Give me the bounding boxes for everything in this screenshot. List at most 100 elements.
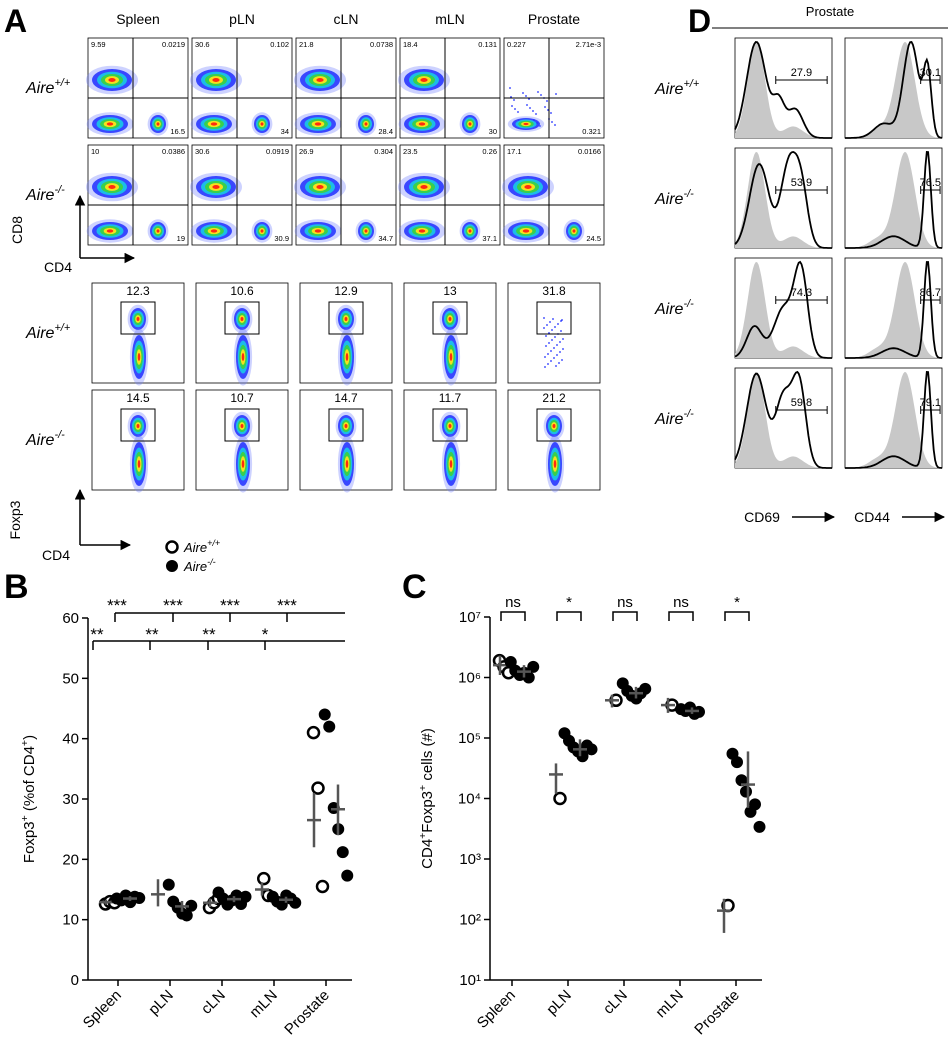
significance-label: **	[90, 625, 104, 644]
genotype-name: Aire	[654, 81, 684, 98]
flow-plot	[503, 37, 605, 139]
data-point	[753, 820, 766, 833]
density-blob	[449, 353, 453, 361]
significance-bracket	[612, 611, 638, 621]
event-dot	[526, 104, 528, 106]
column-title: Prostate	[528, 11, 580, 27]
y-tick-label: 10	[62, 912, 79, 929]
event-dot	[511, 105, 513, 107]
event-dot	[525, 95, 527, 97]
axis-label: CD8	[9, 216, 25, 244]
data-point	[306, 725, 321, 740]
plot-frame	[91, 282, 185, 384]
flow-plot	[502, 144, 605, 246]
axis-label: CD4	[44, 259, 72, 275]
density-blob	[210, 122, 218, 126]
genotype-label: Aire-/-	[654, 408, 694, 428]
data-point	[311, 781, 325, 795]
density-blob	[420, 185, 428, 189]
legend-name: Aire	[183, 559, 207, 574]
control-histogram	[735, 42, 832, 138]
density-blob	[156, 229, 160, 233]
event-dot	[513, 99, 515, 101]
density-blob	[572, 229, 576, 233]
density-blob	[212, 78, 220, 82]
histogram-plot	[734, 257, 833, 359]
quadrant-value: 18.4	[403, 40, 418, 49]
event-dot	[546, 324, 548, 326]
significance-bracket	[724, 611, 750, 621]
gate-value: 27.9	[791, 67, 812, 79]
event-dot	[545, 335, 547, 337]
genotype-label: Aire+/+	[25, 322, 70, 342]
genotype-superscript: +/+	[683, 78, 699, 90]
quadrant-value: 0.0738	[370, 40, 393, 49]
genotype-superscript: -/-	[683, 298, 694, 310]
event-dot	[537, 91, 539, 93]
gate	[432, 408, 468, 442]
density-blob	[136, 424, 140, 428]
significance-label: ***	[107, 596, 127, 615]
event-dot	[550, 350, 552, 352]
event-dot	[553, 357, 555, 359]
significance-label: ***	[220, 596, 240, 615]
legend-superscript: -/-	[207, 557, 216, 567]
genotype-superscript: -/-	[54, 429, 65, 441]
flow-plot	[91, 389, 185, 493]
density-blob	[106, 229, 114, 233]
panel-letter: D	[688, 3, 711, 39]
quadrant-value: 2.71e-3	[576, 40, 601, 49]
y-tick-label: 10³	[459, 851, 481, 868]
flow-plot	[91, 282, 185, 386]
significance-bracket	[556, 611, 582, 621]
quadrant-value: 28.4	[378, 127, 393, 136]
genotype-name: Aire	[25, 80, 55, 97]
event-dot	[560, 330, 562, 332]
genotype-superscript: -/-	[683, 408, 694, 420]
control-histogram	[735, 152, 832, 248]
event-dot	[528, 98, 530, 100]
histogram-plot	[844, 147, 943, 249]
genotype-superscript: -/-	[54, 184, 65, 196]
density-blob	[212, 185, 220, 189]
y-tick-label: 10⁷	[459, 609, 481, 626]
y-tick-label: 50	[62, 670, 79, 687]
significance-bracket	[668, 611, 694, 621]
quadrant-value: 0.0219	[162, 40, 185, 49]
genotype-label: Aire-/-	[25, 429, 65, 449]
event-dot	[545, 345, 547, 347]
flow-plot	[398, 37, 501, 139]
column-title: pLN	[229, 11, 255, 27]
sample-histogram	[845, 261, 943, 359]
event-dot	[514, 108, 516, 110]
data-point	[553, 791, 567, 806]
event-dot	[549, 321, 551, 323]
density-blob	[137, 460, 141, 468]
quadrant-value: 0.0919	[266, 147, 289, 156]
event-dot	[529, 107, 531, 109]
event-dot	[543, 327, 545, 329]
density-blob	[552, 424, 556, 428]
event-dot	[561, 359, 563, 361]
flow-plot	[195, 389, 289, 493]
data-point	[239, 890, 252, 903]
panel-letter: A	[4, 3, 27, 39]
y-axis-label-part: +	[417, 785, 429, 791]
event-dot	[539, 125, 541, 127]
quadrant-value: 30	[489, 127, 497, 136]
quadrant-value: 19	[177, 234, 185, 243]
genotype-label: Aire-/-	[654, 188, 694, 208]
density-blob	[240, 424, 244, 428]
quadrant-value: 0.131	[478, 40, 497, 49]
density-blob	[156, 122, 160, 126]
flow-plot	[299, 389, 393, 493]
flow-plot	[86, 144, 189, 246]
flow-plot	[507, 282, 601, 384]
axis-label: Foxp3	[7, 500, 23, 539]
data-point	[257, 871, 271, 886]
significance-label: ***	[163, 596, 183, 615]
y-axis-label: Foxp3+ (%of CD4+)	[19, 735, 38, 863]
significance-label: *	[734, 594, 740, 611]
quadrant-value: 24.5	[586, 234, 601, 243]
genotype-label: Aire-/-	[654, 298, 694, 318]
